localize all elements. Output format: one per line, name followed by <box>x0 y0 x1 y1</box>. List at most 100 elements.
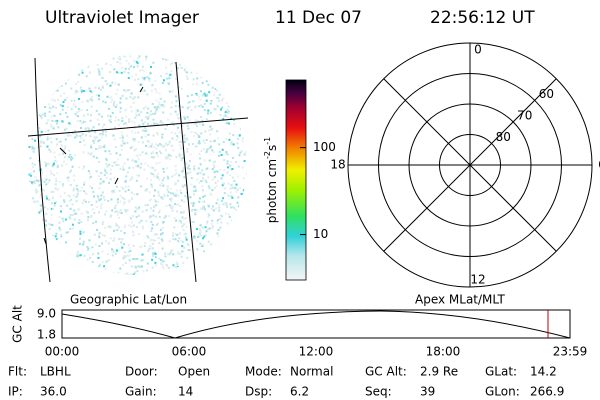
pixel <box>244 188 247 191</box>
pixel <box>32 273 35 275</box>
pixel <box>196 270 199 273</box>
pixel <box>131 130 133 133</box>
pixel <box>28 146 31 148</box>
pixel <box>202 123 205 126</box>
pixel <box>52 63 55 66</box>
pixel <box>150 238 153 241</box>
pixel <box>76 90 79 93</box>
pixel <box>186 107 189 110</box>
pixel <box>216 198 219 201</box>
pixel <box>202 270 205 273</box>
pixel <box>229 77 231 80</box>
pixel <box>243 132 246 135</box>
pixel <box>213 151 215 154</box>
pixel <box>212 163 215 166</box>
pixel <box>105 158 108 160</box>
pixel <box>151 103 154 105</box>
pixel <box>158 193 161 196</box>
pixel <box>95 109 98 112</box>
pixel <box>198 181 201 184</box>
pixel <box>169 198 172 201</box>
pixel <box>133 121 136 124</box>
pixel <box>42 79 45 82</box>
pixel <box>193 190 196 193</box>
pixel <box>171 209 174 212</box>
pixel <box>47 162 50 165</box>
pixel <box>169 192 172 195</box>
pixel <box>184 117 186 120</box>
pixel <box>73 179 75 182</box>
pixel <box>53 162 55 165</box>
pixel <box>59 104 62 107</box>
pixel <box>139 69 142 72</box>
pixel <box>187 244 190 247</box>
pixel <box>191 208 194 211</box>
pixel <box>34 139 36 142</box>
pixel <box>236 246 239 249</box>
pixel <box>234 251 237 254</box>
pixel <box>153 106 156 109</box>
pixel <box>91 272 94 275</box>
pixel <box>154 256 157 259</box>
pixel <box>214 181 217 184</box>
pixel <box>242 79 245 82</box>
pixel <box>91 261 94 263</box>
pixel <box>84 127 87 130</box>
pixel <box>89 175 92 178</box>
pixel <box>45 212 48 215</box>
pixel <box>28 64 31 67</box>
pixel <box>194 131 197 134</box>
pixel <box>58 242 60 245</box>
pixel <box>103 146 106 148</box>
pixel <box>85 134 87 137</box>
pixel <box>186 243 189 246</box>
pixel <box>31 138 34 141</box>
pixel <box>200 180 203 183</box>
pixel <box>225 102 228 104</box>
pixel <box>171 249 174 252</box>
pixel <box>87 247 90 250</box>
pixel <box>82 240 85 243</box>
pixel <box>239 63 241 66</box>
pixel <box>52 250 55 253</box>
pixel <box>221 106 224 109</box>
pixel <box>54 250 56 253</box>
pixel <box>44 115 47 117</box>
pixel <box>114 204 117 207</box>
pixel <box>166 185 169 188</box>
pixel <box>74 63 77 66</box>
pixel <box>126 254 129 257</box>
pixel <box>83 114 86 117</box>
pixel <box>229 191 232 194</box>
pixel <box>174 95 177 98</box>
pixel <box>28 218 31 221</box>
pixel <box>226 160 229 163</box>
pixel <box>28 69 31 72</box>
pixel <box>84 273 87 275</box>
pixel <box>108 273 111 275</box>
pixel <box>220 214 222 217</box>
pixel <box>103 174 106 177</box>
colorbar-label-text: photon cm <box>265 159 279 223</box>
pixel <box>41 179 44 182</box>
pixel <box>224 63 227 66</box>
pixel <box>34 189 37 192</box>
pixel <box>173 217 176 220</box>
pixel <box>202 195 205 198</box>
pixel <box>33 147 36 150</box>
pixel <box>175 100 178 103</box>
pixel <box>133 149 136 152</box>
pixel <box>70 56 72 59</box>
pixel <box>155 223 158 226</box>
pixel <box>64 218 67 221</box>
pixel <box>243 251 246 254</box>
pixel <box>131 176 134 179</box>
pixel <box>172 264 175 267</box>
pixel <box>196 133 198 135</box>
pixel <box>57 188 60 191</box>
pixel <box>202 189 204 192</box>
pixel <box>164 58 167 61</box>
pixel <box>147 249 150 252</box>
pixel <box>153 204 156 207</box>
pixel <box>225 96 227 99</box>
